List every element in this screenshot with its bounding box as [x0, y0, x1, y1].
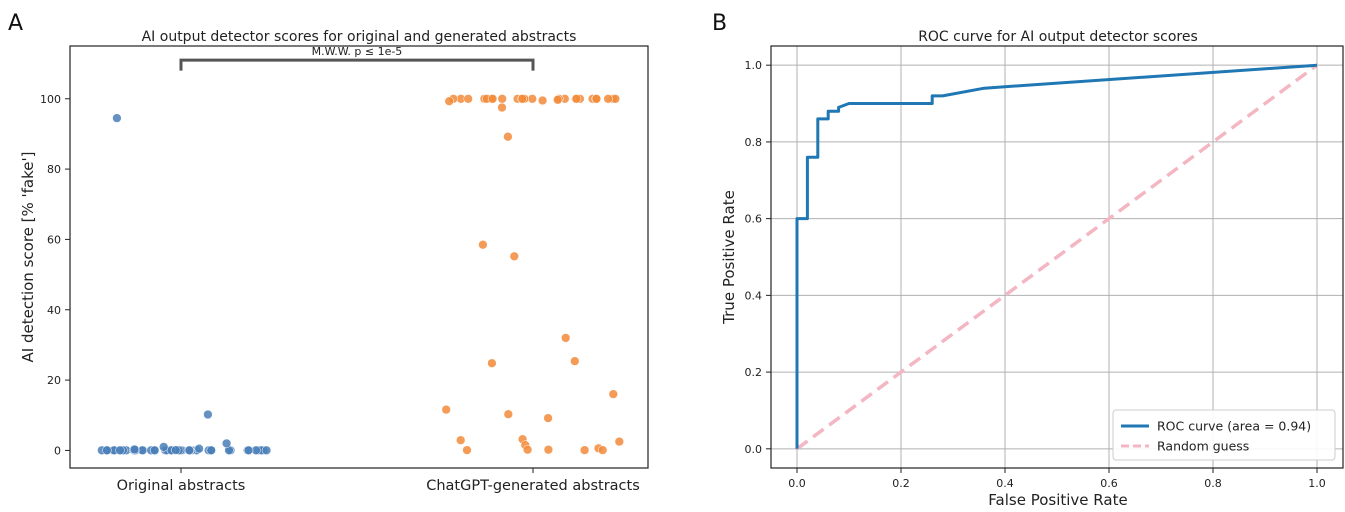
data-point [570, 357, 579, 366]
y-tick-label: 60 [47, 233, 61, 246]
data-point [116, 446, 125, 455]
data-point [442, 405, 451, 414]
random-guess-line [797, 65, 1317, 449]
data-point [159, 443, 168, 452]
data-point [510, 252, 519, 261]
data-point [456, 436, 465, 445]
data-point [604, 94, 613, 103]
data-point [488, 94, 497, 103]
panel-a-points [97, 94, 623, 454]
data-point [504, 410, 513, 419]
y-tick-label: 100 [40, 93, 61, 106]
data-point [609, 390, 618, 399]
legend-label: ROC curve (area = 0.94) [1157, 419, 1311, 434]
data-point [103, 446, 112, 455]
data-point [615, 437, 624, 446]
data-point [113, 114, 122, 123]
panel-a-title: AI output detector scores for original a… [142, 29, 577, 45]
panel-a-y-axis-label: AI detection score [% 'fake'] [19, 152, 37, 363]
bracket-line [181, 60, 533, 71]
category-label: Original abstracts [117, 478, 246, 494]
x-tick-label: 0.6 [1100, 477, 1118, 490]
y-tick-label: 1.0 [745, 59, 763, 72]
data-point [538, 96, 547, 105]
panel-a: A AI output detector scores for original… [8, 11, 648, 494]
x-tick-label: 1.0 [1308, 477, 1326, 490]
panel-a-y-ticks: 0 20 40 60 80 100 [40, 93, 70, 458]
data-point [523, 445, 532, 454]
data-point [463, 446, 472, 455]
data-point [553, 95, 562, 104]
data-point [207, 446, 216, 455]
panel-b-y-axis-label: True Positive Rate [720, 190, 738, 325]
x-tick-label: 0.4 [996, 477, 1014, 490]
y-tick-label: 0.6 [745, 213, 763, 226]
y-tick-label: 0 [54, 444, 61, 457]
category-label: ChatGPT-generated abstracts [426, 478, 640, 494]
panel-b-legend: ROC curve (area = 0.94) Random guess [1113, 410, 1335, 460]
panel-b: B ROC curve for AI output detector score… [712, 11, 1343, 509]
data-point [130, 445, 139, 454]
data-point [528, 94, 537, 103]
y-tick-label: 40 [47, 304, 61, 317]
panel-a-label: A [8, 11, 23, 36]
panel-b-lines [797, 65, 1317, 449]
data-point [479, 240, 488, 249]
panel-b-x-axis-label: False Positive Rate [988, 491, 1127, 509]
data-point [204, 410, 213, 419]
panel-b-label: B [712, 11, 727, 36]
data-point [544, 414, 553, 423]
y-tick-label: 0.8 [745, 136, 763, 149]
data-point [464, 94, 473, 103]
data-point [561, 334, 570, 343]
data-point [498, 103, 507, 112]
panel-b-x-ticks: 0.0 0.2 0.4 0.6 0.8 1.0 [788, 468, 1326, 490]
data-point [195, 444, 204, 453]
data-point [150, 446, 159, 455]
data-point [504, 132, 513, 141]
y-tick-label: 0.4 [745, 289, 763, 302]
panel-a-categories: Original abstracts ChatGPT-generated abst… [117, 468, 640, 494]
panel-b-y-ticks: 0.0 0.2 0.4 0.6 0.8 1.0 [745, 59, 772, 456]
y-tick-label: 80 [47, 163, 61, 176]
x-tick-label: 0.0 [788, 477, 806, 490]
panel-a-plot-frame [70, 46, 648, 468]
data-point [488, 359, 497, 368]
data-point [445, 97, 454, 106]
data-point [518, 94, 527, 103]
x-tick-label: 0.2 [892, 477, 910, 490]
data-point [185, 446, 194, 455]
significance-annotation: M.W.W. p ≤ 1e-5 [312, 45, 403, 58]
panel-b-title: ROC curve for AI output detector scores [918, 29, 1198, 45]
y-tick-label: 20 [47, 374, 61, 387]
data-point [572, 94, 581, 103]
data-point [498, 94, 507, 103]
data-point [592, 94, 601, 103]
y-tick-label: 0.2 [745, 366, 763, 379]
data-point [544, 445, 553, 454]
data-point [598, 446, 607, 455]
data-point [580, 446, 589, 455]
data-point [262, 446, 271, 455]
y-tick-label: 0.0 [745, 443, 763, 456]
data-point [222, 439, 231, 448]
legend-label: Random guess [1157, 439, 1249, 454]
data-point [171, 446, 180, 455]
significance-bracket [181, 60, 533, 71]
data-point [244, 446, 253, 455]
x-tick-label: 0.8 [1204, 477, 1222, 490]
